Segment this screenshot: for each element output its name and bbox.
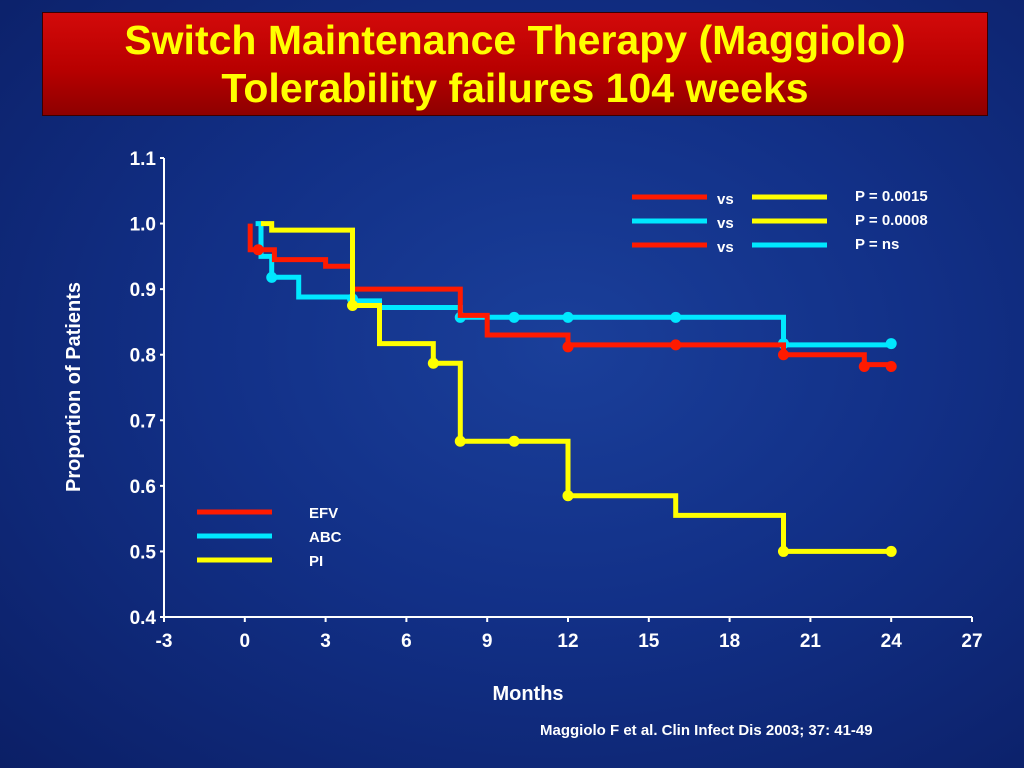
censor-marker-pi (885, 545, 897, 557)
censor-marker-pi (508, 435, 520, 447)
censor-marker-abc (670, 311, 682, 323)
censor-marker-efv (670, 339, 682, 351)
x-tick-label: 12 (557, 631, 578, 652)
y-axis-label: Proportion of Patients (63, 282, 85, 492)
censor-marker-efv (252, 244, 264, 256)
x-tick-label: 21 (800, 631, 822, 652)
censor-marker-pi (777, 545, 789, 557)
slide-title-line1: Switch Maintenance Therapy (Maggiolo) (124, 17, 906, 63)
x-tick-label: 15 (638, 631, 660, 652)
legend-label-pi: PI (309, 553, 323, 570)
series-line-pi (261, 221, 892, 554)
x-tick-label: 3 (320, 631, 331, 652)
comparison-vs-label: vs (717, 191, 734, 208)
comparison-vs-label: vs (717, 239, 734, 256)
comparison-vs-label: vs (717, 215, 734, 232)
censor-marker-efv (885, 361, 897, 373)
comparison-p-value: P = ns (855, 236, 899, 253)
x-tick-label: 24 (881, 631, 903, 652)
censor-marker-efv (777, 349, 789, 361)
x-axis-label: Months (492, 683, 563, 705)
censor-marker-abc (508, 311, 520, 323)
legend-label-efv: EFV (309, 505, 338, 522)
legend-label-abc: ABC (309, 529, 342, 546)
y-tick-label: 1.1 (130, 149, 157, 170)
censor-marker-pi (562, 490, 574, 502)
y-tick-label: 0.7 (130, 411, 156, 432)
comparison-p-value: P = 0.0015 (855, 188, 928, 205)
y-tick-label: 0.9 (130, 280, 156, 301)
censor-marker-pi (454, 435, 466, 447)
slide-title-line2: Tolerability failures 104 weeks (221, 65, 809, 111)
x-tick-label: 0 (240, 631, 251, 652)
censor-marker-abc (885, 338, 897, 350)
citation: Maggiolo F et al. Clin Infect Dis 2003; … (540, 722, 873, 739)
y-tick-label: 0.5 (130, 542, 157, 563)
censor-marker-abc (562, 311, 574, 323)
censor-marker-abc (266, 271, 278, 283)
y-tick-label: 1.0 (130, 215, 156, 236)
x-tick-label: 6 (401, 631, 412, 652)
y-tick-label: 0.8 (130, 346, 156, 367)
y-tick-label: 0.6 (130, 477, 156, 498)
censor-marker-pi (427, 357, 439, 369)
x-tick-label: 18 (719, 631, 740, 652)
censor-marker-efv (562, 341, 574, 353)
comparison-p-value: P = 0.0008 (855, 212, 928, 229)
title-box: Switch Maintenance Therapy (Maggiolo) To… (42, 12, 988, 116)
censor-marker-pi (347, 300, 359, 312)
x-tick-label: 9 (482, 631, 493, 652)
x-tick-label: -3 (156, 631, 173, 652)
censor-marker-efv (858, 361, 870, 373)
x-tick-label: 27 (961, 631, 982, 652)
y-tick-label: 0.4 (130, 608, 157, 629)
